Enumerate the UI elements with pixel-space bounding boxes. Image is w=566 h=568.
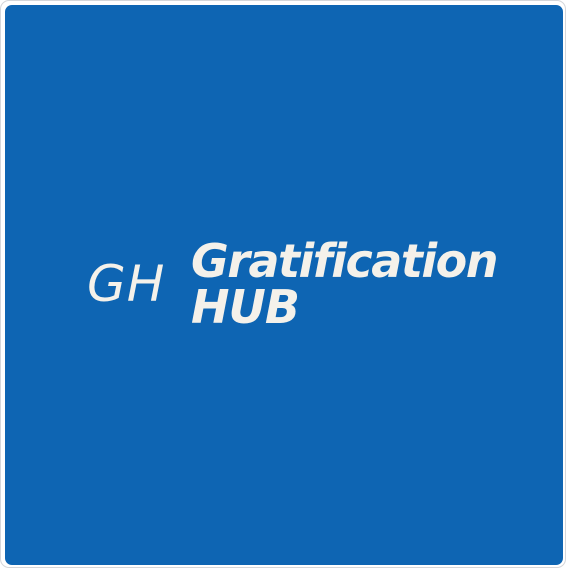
logo-wordmark: Gratification HUB — [191, 234, 498, 334]
logo-wordmark-line1: Gratification — [191, 234, 498, 288]
logo-wordmark-line2: HUB — [191, 280, 300, 334]
gratification-hub-logo: GH Gratification HUB — [5, 5, 563, 565]
logo-monogram: GH — [87, 255, 166, 313]
logo-tile: GH Gratification HUB — [5, 5, 563, 565]
